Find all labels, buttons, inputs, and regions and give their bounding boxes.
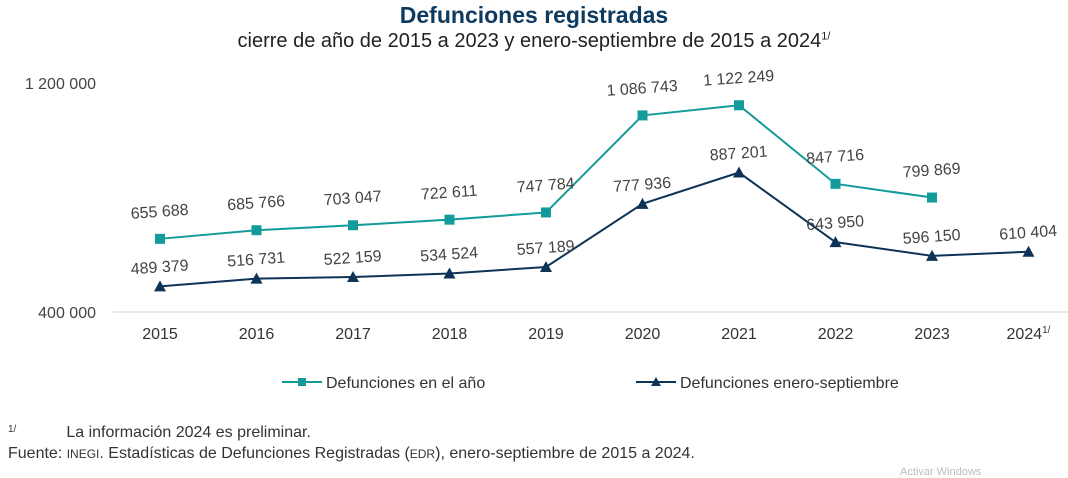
data-point-square	[541, 207, 551, 218]
data-point-square	[734, 100, 744, 111]
data-point-square	[444, 214, 455, 225]
x-tick-label: 2018	[432, 326, 468, 343]
legend-label: Defunciones enero-septiembre	[680, 375, 899, 392]
data-point-triangle	[250, 272, 263, 284]
data-label: 522 159	[323, 248, 382, 269]
source-org: INEGI	[66, 447, 100, 461]
data-point-triangle	[347, 271, 359, 283]
data-point-triangle	[540, 261, 552, 273]
data-point-square	[637, 110, 648, 121]
data-point-triangle	[443, 267, 456, 279]
data-label: 722 611	[420, 183, 478, 204]
data-label: 557 189	[516, 238, 575, 259]
data-point-square	[155, 233, 165, 244]
x-tick-label: 2023	[914, 326, 950, 343]
data-label: 887 201	[709, 144, 768, 165]
data-point-square	[830, 178, 841, 189]
series-line	[159, 171, 1029, 288]
watermark: Activar Windows	[900, 466, 982, 478]
x-tick-label: 2022	[818, 326, 854, 343]
data-label: 747 784	[516, 175, 575, 196]
data-point-triangle	[733, 166, 745, 178]
x-tick-label: 20241/	[1007, 325, 1051, 343]
data-label: 799 869	[902, 161, 961, 182]
chart-subtitle: cierre de año de 2015 a 2023 y enero-sep…	[0, 30, 1068, 53]
data-label: 847 716	[806, 147, 865, 168]
x-tick-label: 2019	[528, 326, 564, 343]
data-point-square	[927, 192, 937, 203]
x-tick-label: 2016	[239, 326, 275, 343]
data-label: 516 731	[227, 250, 286, 271]
x-tick-label: 2015	[142, 326, 178, 343]
data-label: 655 688	[130, 202, 189, 223]
data-label: 610 404	[999, 223, 1058, 244]
x-tick-label: 2020	[625, 326, 661, 343]
data-label: 703 047	[323, 188, 382, 209]
line-chart: 400 000 1 200 000 2015 2016 2017 2018 2019 2020…	[25, 68, 1068, 392]
subtitle-sup: 1/	[821, 30, 831, 43]
data-label: 534 524	[420, 245, 479, 266]
x-tick-label: 2021	[721, 326, 757, 343]
data-point-triangle	[1022, 245, 1035, 257]
source-note: Fuente: INEGI. Estadísticas de Defuncion…	[8, 445, 695, 463]
subtitle-text: cierre de año de 2015 a 2023 y enero-sep…	[237, 30, 822, 52]
x-tick-label: 2017	[335, 326, 371, 343]
legend-triangle-icon	[651, 377, 661, 386]
y-tick-label: 1 200 000	[25, 76, 96, 93]
y-tick-label: 400 000	[38, 305, 96, 322]
data-label: 685 766	[227, 193, 286, 214]
footnote-text: La información 2024 es preliminar.	[66, 424, 311, 441]
data-point-triangle	[154, 280, 166, 292]
data-label: 1 122 249	[703, 68, 775, 90]
data-point-square	[348, 220, 358, 231]
data-point-triangle	[829, 236, 842, 248]
data-label: 777 936	[613, 175, 672, 196]
source-abbr: EDR	[409, 447, 436, 461]
data-label: 1 086 743	[606, 78, 678, 100]
footnote-sup: 1/	[8, 424, 17, 435]
chart-title: Defunciones registradas	[399, 2, 669, 28]
data-label: 643 950	[806, 213, 865, 234]
data-label: 489 379	[130, 257, 189, 278]
data-point-triangle	[926, 249, 938, 261]
legend-square-icon	[298, 378, 306, 386]
legend-label: Defunciones en el año	[326, 375, 485, 392]
data-label: 596 150	[902, 227, 961, 248]
source-text-a: . Estadísticas de Defunciones Registrada…	[99, 445, 410, 462]
data-point-triangle	[636, 197, 649, 209]
source-label: Fuente:	[8, 445, 63, 462]
data-point-square	[251, 225, 262, 236]
source-text-b: ), enero-septiembre de 2015 a 2024.	[435, 445, 695, 462]
footnote: 1/La información 2024 es preliminar.	[8, 424, 311, 442]
